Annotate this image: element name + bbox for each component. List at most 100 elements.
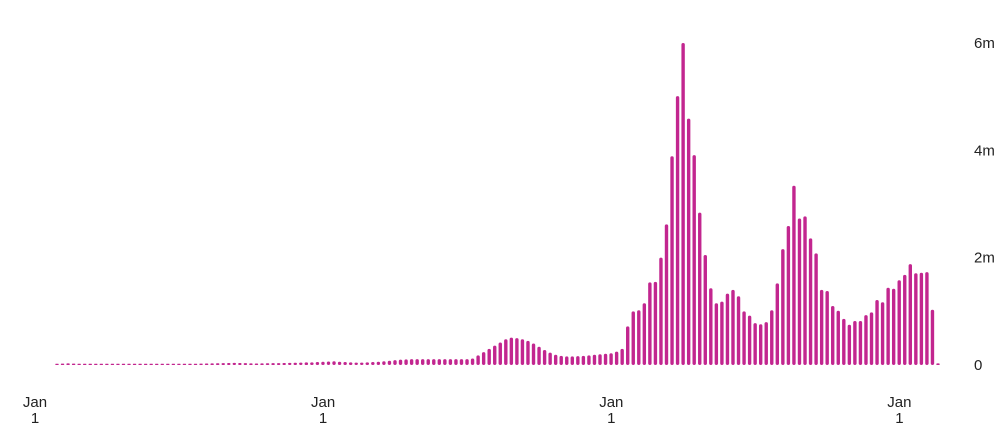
bar — [664, 224, 669, 365]
bar — [132, 363, 137, 365]
bar — [360, 362, 364, 365]
bars-group — [55, 43, 940, 365]
bar — [310, 362, 314, 365]
bar — [875, 300, 879, 365]
bar — [315, 362, 320, 365]
x-tick-label: Jan 1 — [887, 394, 911, 427]
bar — [371, 362, 375, 365]
bar — [199, 363, 203, 365]
bar — [88, 363, 92, 365]
bar — [409, 359, 414, 365]
bar — [204, 363, 209, 365]
bar — [553, 354, 558, 365]
y-axis-ticks: 0 2m 4m 6m — [974, 35, 995, 374]
bar — [94, 363, 98, 365]
bar — [421, 359, 425, 365]
bar — [504, 339, 508, 365]
bar — [182, 363, 187, 365]
bar — [565, 356, 569, 365]
bar — [487, 348, 491, 365]
bar — [919, 272, 924, 365]
bar — [321, 361, 325, 365]
bar — [786, 226, 791, 365]
bar — [243, 363, 248, 365]
bar — [515, 338, 519, 365]
bar — [526, 340, 530, 365]
bar — [426, 359, 430, 365]
bar — [831, 305, 835, 365]
bar — [127, 363, 131, 365]
bar — [481, 352, 486, 365]
bar — [709, 288, 713, 365]
bar — [465, 359, 469, 365]
bar — [686, 118, 691, 365]
bar — [803, 216, 807, 365]
bar — [675, 96, 680, 365]
bar — [897, 280, 901, 365]
bar — [692, 155, 696, 365]
bar — [343, 362, 347, 365]
bar — [293, 362, 297, 365]
bar — [60, 363, 65, 365]
bar — [714, 303, 719, 365]
bar — [332, 361, 336, 365]
bar — [149, 363, 153, 365]
bar — [903, 274, 907, 365]
x-tick-label: Jan 1 — [23, 394, 47, 427]
bar — [936, 363, 940, 365]
bar — [792, 185, 796, 365]
bar — [753, 323, 757, 365]
bar — [592, 354, 597, 365]
bar — [437, 359, 442, 365]
bar — [193, 363, 198, 365]
bar — [698, 212, 702, 365]
bar — [83, 363, 87, 365]
x-tick-label: Jan 1 — [311, 394, 335, 427]
bar — [459, 359, 464, 365]
bar — [265, 363, 270, 365]
bar — [537, 346, 541, 365]
bar — [930, 309, 935, 365]
bar — [548, 352, 552, 365]
bar — [825, 290, 829, 365]
bar — [77, 363, 81, 365]
x-tick-label: Jan 1 — [599, 394, 623, 427]
bar — [764, 322, 768, 365]
bar — [387, 360, 392, 365]
bar — [891, 288, 896, 365]
bar — [681, 43, 685, 365]
bar — [365, 362, 369, 365]
bar — [603, 353, 608, 365]
bar — [742, 311, 746, 365]
bar — [71, 363, 76, 365]
bar — [542, 349, 547, 365]
bar — [432, 359, 436, 365]
bar — [221, 363, 225, 365]
bar — [869, 312, 874, 365]
bar — [288, 362, 292, 365]
bar — [880, 302, 885, 365]
bar — [509, 337, 514, 365]
y-tick-label: 0 — [974, 357, 982, 374]
bar — [393, 360, 397, 365]
y-tick-label: 6m — [974, 35, 995, 52]
bar — [847, 324, 852, 365]
bar — [581, 355, 586, 365]
bar — [858, 320, 863, 365]
bar — [404, 359, 408, 365]
bar — [105, 363, 109, 365]
bar — [731, 289, 735, 365]
bar — [531, 343, 536, 365]
bar — [925, 272, 929, 365]
bar — [587, 355, 591, 365]
bar — [155, 363, 159, 365]
bar — [110, 363, 115, 365]
bar — [232, 362, 237, 365]
bar — [276, 363, 281, 365]
bar — [282, 362, 286, 365]
bar — [337, 361, 342, 365]
bar — [648, 282, 652, 365]
bar — [864, 315, 868, 365]
bar — [808, 238, 813, 365]
bar — [227, 362, 231, 365]
